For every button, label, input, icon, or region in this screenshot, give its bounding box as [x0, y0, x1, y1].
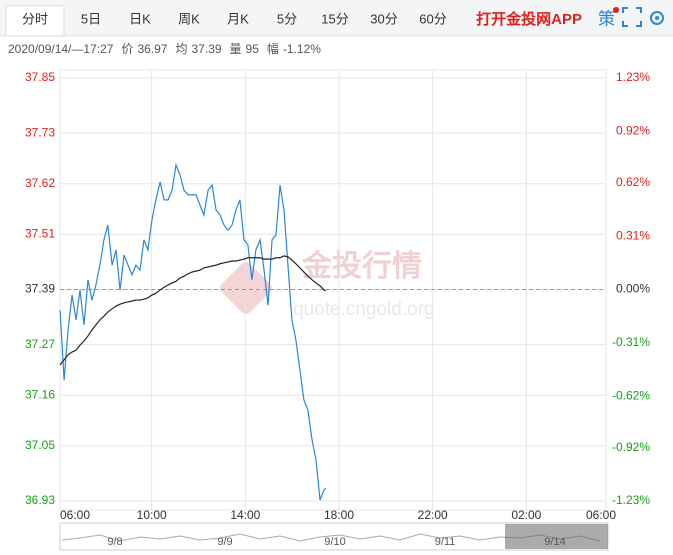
x-tick-label: 14:00 [230, 508, 260, 522]
info-value: 36.97 [137, 42, 167, 56]
info-value: 37.39 [191, 42, 221, 56]
tab[interactable]: 30分 [370, 11, 397, 26]
tab[interactable]: 15分 [321, 11, 348, 26]
navigator-label: 9/14 [544, 536, 565, 548]
navigator-label: 9/9 [217, 536, 232, 548]
tab[interactable]: 日K [129, 11, 151, 26]
navigator-label: 9/8 [107, 536, 122, 548]
x-tick-label: 10:00 [137, 508, 167, 522]
tab[interactable]: 60分 [419, 11, 446, 26]
gear-hub [655, 16, 659, 20]
x-tick-label: 02:00 [511, 508, 541, 522]
watermark-url: quote.cngold.org [293, 299, 435, 320]
watermark-logo [220, 262, 272, 314]
x-tick-label: 06:00 [60, 508, 90, 522]
info-line: 2020/09/14/—17:27 价 36.97 均 37.39 量 95 幅 -1.12% [8, 41, 321, 56]
watermark: 金投行情 quote.cngold.org [220, 249, 435, 320]
info-value: 95 [246, 42, 260, 56]
settings-icon[interactable] [650, 11, 664, 25]
y-tick-label: 37.39 [25, 282, 55, 296]
navigator-label: 9/10 [324, 536, 345, 548]
y2-tick-label: 0.00% [616, 282, 650, 296]
y-tick-label: 37.05 [25, 438, 55, 452]
strategy-button[interactable]: 策 [598, 9, 615, 28]
y-tick-label: 37.85 [25, 70, 55, 84]
series-line [59, 255, 327, 366]
tab[interactable]: 5分 [277, 11, 297, 26]
toolbar [0, 0, 673, 36]
watermark-title: 金投行情 [301, 249, 422, 283]
navigator-label: 9/11 [435, 536, 456, 548]
tab[interactable]: 分时 [22, 11, 48, 26]
gear [650, 11, 664, 25]
plot: 37.85 37.73 37.62 37.51 37.39 37.27 37.16 37.05… [25, 70, 650, 522]
y2-tick-label: -1.23% [612, 493, 650, 507]
y2-tick-label: 1.23% [616, 70, 650, 84]
y-tick-label: 37.16 [25, 387, 55, 401]
active-tab [5, 5, 65, 37]
tab[interactable]: 5日 [81, 11, 101, 26]
y2-tick-label: 0.62% [616, 175, 650, 189]
navigator-labels: 9/8 9/9 9/10 9/11 9/14 [107, 536, 565, 548]
y-tick-label: 36.93 [25, 493, 55, 507]
tab[interactable]: 月K [227, 11, 249, 26]
y2-tick-label: -0.62% [612, 388, 650, 402]
x-tick-label: 06:00 [586, 508, 616, 522]
info-label: 价 [121, 42, 133, 56]
y2-tick-label: -0.31% [612, 335, 650, 349]
tab[interactable]: 周K [178, 11, 200, 26]
y-tick-label: 37.51 [25, 226, 55, 240]
info-label: 量 [230, 42, 242, 56]
y2-tick-label: 0.92% [616, 123, 650, 137]
info-value: -1.12% [283, 42, 321, 56]
y2-tick-label: 0.31% [616, 228, 650, 242]
navigator-selection[interactable] [505, 524, 608, 549]
x-tick-label: 22:00 [418, 508, 448, 522]
badge [613, 7, 619, 13]
y2-tick-label: -0.92% [612, 440, 650, 454]
y-tick-label: 37.27 [25, 337, 55, 351]
x-tick-label: 18:00 [324, 508, 354, 522]
info-label: 均 [175, 42, 187, 56]
y-tick-label: 37.62 [25, 176, 55, 190]
app-link[interactable]: 打开金投网APP [476, 10, 582, 28]
series-line [59, 162, 327, 501]
info-label: 幅 [267, 41, 279, 56]
fullscreen-icon[interactable] [622, 7, 642, 27]
y-tick-label: 37.73 [25, 125, 55, 139]
info-time: 2020/09/14/—17:27 [8, 42, 114, 56]
